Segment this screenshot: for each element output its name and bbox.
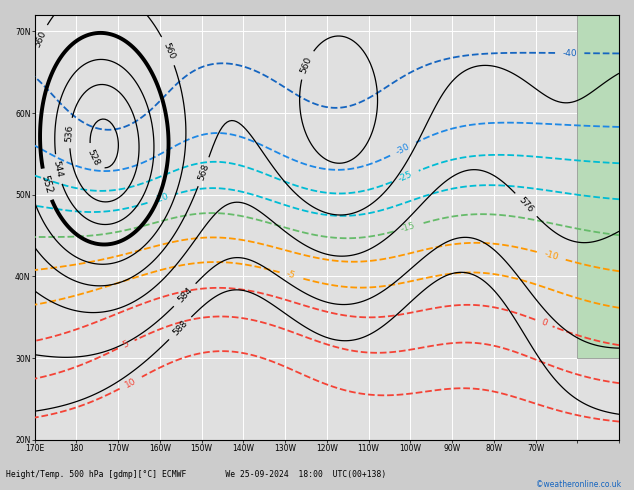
- Text: 560: 560: [299, 55, 314, 74]
- Text: ©weatheronline.co.uk: ©weatheronline.co.uk: [536, 480, 621, 489]
- Text: 576: 576: [517, 196, 535, 214]
- Text: 584: 584: [176, 286, 194, 304]
- Text: 588: 588: [171, 319, 190, 338]
- Text: Height/Temp. 500 hPa [gdmp][°C] ECMWF        We 25-09-2024  18:00  UTC(00+138): Height/Temp. 500 hPa [gdmp][°C] ECMWF We…: [6, 470, 387, 479]
- Text: -10: -10: [543, 249, 559, 262]
- Text: 568: 568: [197, 162, 210, 181]
- Text: 0: 0: [540, 318, 548, 328]
- Text: 10: 10: [124, 376, 138, 390]
- Text: 552: 552: [39, 174, 54, 195]
- Text: 544: 544: [52, 160, 64, 178]
- Text: -25: -25: [397, 169, 414, 183]
- Text: -5: -5: [285, 270, 296, 281]
- Text: -40: -40: [562, 49, 577, 58]
- Polygon shape: [578, 15, 619, 358]
- Text: -30: -30: [394, 142, 411, 156]
- Text: 5: 5: [122, 339, 131, 350]
- Text: 536: 536: [65, 124, 75, 142]
- Text: -15: -15: [399, 221, 416, 234]
- Text: -20: -20: [153, 192, 170, 205]
- Text: 528: 528: [86, 148, 101, 168]
- Text: 560: 560: [32, 29, 48, 49]
- Text: 560: 560: [161, 41, 176, 61]
